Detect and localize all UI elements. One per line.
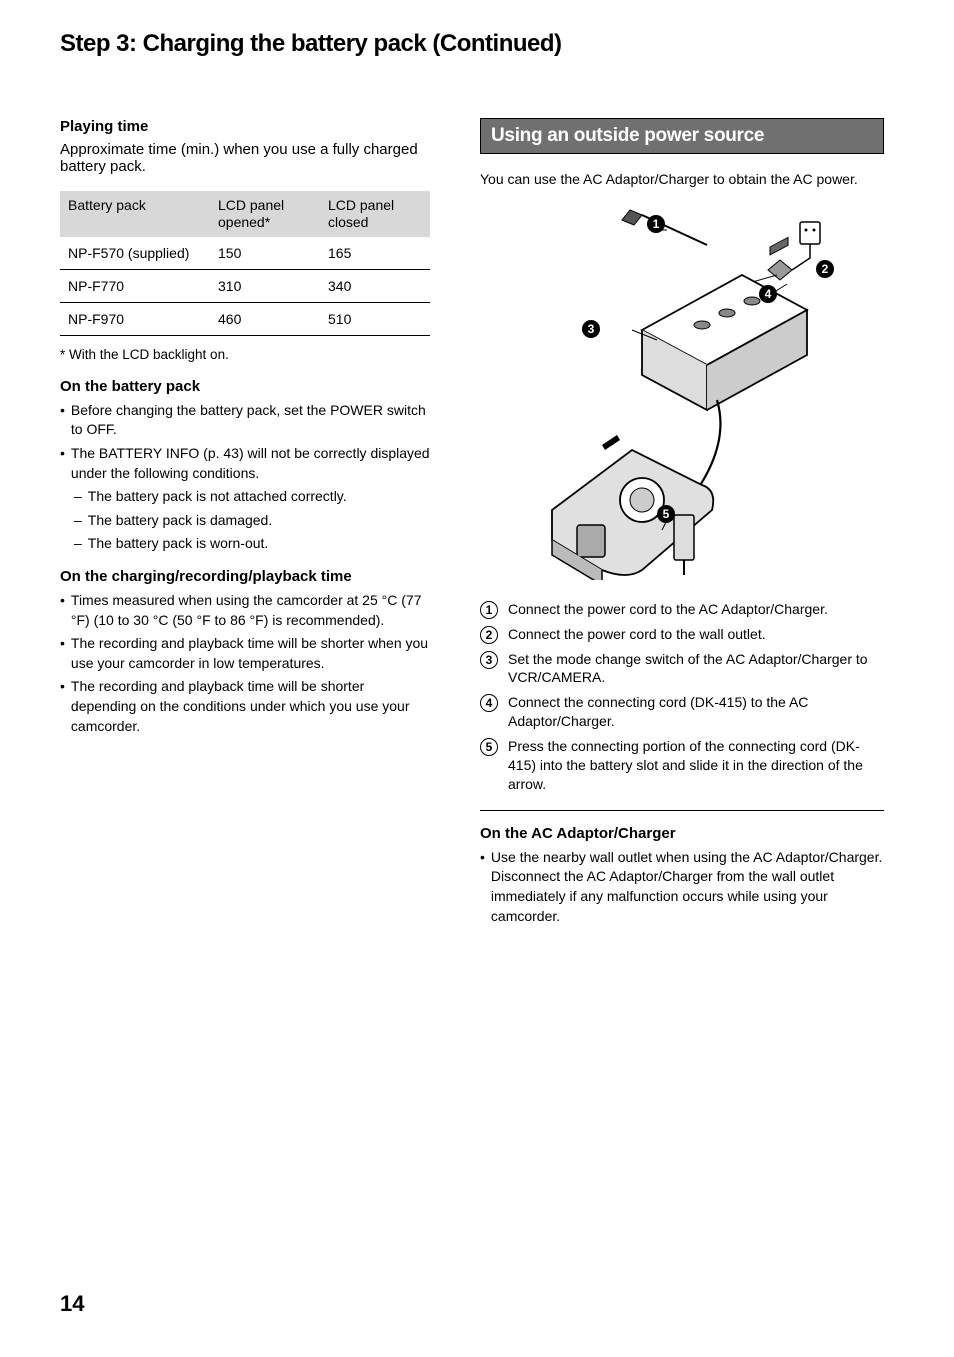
battery-table: Battery pack LCD panel opened* LCD panel… <box>60 191 430 336</box>
page-number: 14 <box>60 1291 84 1317</box>
cell: NP-F970 <box>60 302 210 335</box>
step-text: Connect the power cord to the AC Adaptor… <box>508 600 828 619</box>
th-lcd-closed: LCD panel closed <box>320 191 430 237</box>
step-text: Press the connecting portion of the conn… <box>508 737 884 794</box>
cell: 150 <box>210 237 320 270</box>
on-time-heading: On the charging/recording/playback time <box>60 568 430 585</box>
bullet: The recording and playback time will be … <box>71 677 430 736</box>
step-number-5: 5 <box>480 738 498 756</box>
bullet: The recording and playback time will be … <box>71 634 430 673</box>
cell: 340 <box>320 269 430 302</box>
th-battery-pack: Battery pack <box>60 191 210 237</box>
diagram-callout-2: 2 <box>816 260 834 278</box>
step-text: Set the mode change switch of the AC Ada… <box>508 650 884 688</box>
cell: 310 <box>210 269 320 302</box>
divider <box>480 810 884 811</box>
cell: 460 <box>210 302 320 335</box>
cell: NP-F770 <box>60 269 210 302</box>
table-row: NP-F770 310 340 <box>60 269 430 302</box>
diagram-callout-4: 4 <box>759 285 777 303</box>
on-adaptor-heading: On the AC Adaptor/Charger <box>480 825 884 842</box>
table-row: NP-F970 460 510 <box>60 302 430 335</box>
page-title: Step 3: Charging the battery pack (Conti… <box>60 30 884 58</box>
diagram-callout-5: 5 <box>657 505 675 523</box>
diagram-callout-3: 3 <box>582 320 600 338</box>
step-number-1: 1 <box>480 601 498 619</box>
para: Before changing the battery pack, set th… <box>71 401 430 440</box>
para: The BATTERY INFO (p. 43) will not be cor… <box>71 444 430 483</box>
outside-intro: You can use the AC Adaptor/Charger to ob… <box>480 170 884 190</box>
table-row: NP-F570 (supplied) 150 165 <box>60 237 430 270</box>
outside-power-banner: Using an outside power source <box>480 118 884 154</box>
cell: 510 <box>320 302 430 335</box>
adaptor-bullet: Use the nearby wall outlet when using th… <box>491 848 884 926</box>
step-number-3: 3 <box>480 651 498 669</box>
sub-bullet: The battery pack is damaged. <box>88 511 272 531</box>
sub-bullet: The battery pack is not attached correct… <box>88 487 347 507</box>
step-text: Connect the power cord to the wall outle… <box>508 625 766 644</box>
left-column: Playing time Approximate time (min.) whe… <box>60 118 430 930</box>
diagram-callout-1: 1 <box>647 215 665 233</box>
playing-time-sub: Approximate time (min.) when you use a f… <box>60 141 430 175</box>
right-column: Using an outside power source You can us… <box>480 118 884 930</box>
th-lcd-open: LCD panel opened* <box>210 191 320 237</box>
table-footnote: * With the LCD backlight on. <box>60 346 430 364</box>
bullet: Times measured when using the camcorder … <box>71 591 430 630</box>
step-number-4: 4 <box>480 694 498 712</box>
camcorder-diagram: 1 2 3 4 5 <box>522 200 842 580</box>
step-number-2: 2 <box>480 626 498 644</box>
sub-bullet: The battery pack is worn-out. <box>88 534 269 554</box>
on-battery-heading: On the battery pack <box>60 378 430 395</box>
cell: NP-F570 (supplied) <box>60 237 210 270</box>
step-text: Connect the connecting cord (DK-415) to … <box>508 693 884 731</box>
playing-time-heading: Playing time <box>60 118 430 135</box>
cell: 165 <box>320 237 430 270</box>
